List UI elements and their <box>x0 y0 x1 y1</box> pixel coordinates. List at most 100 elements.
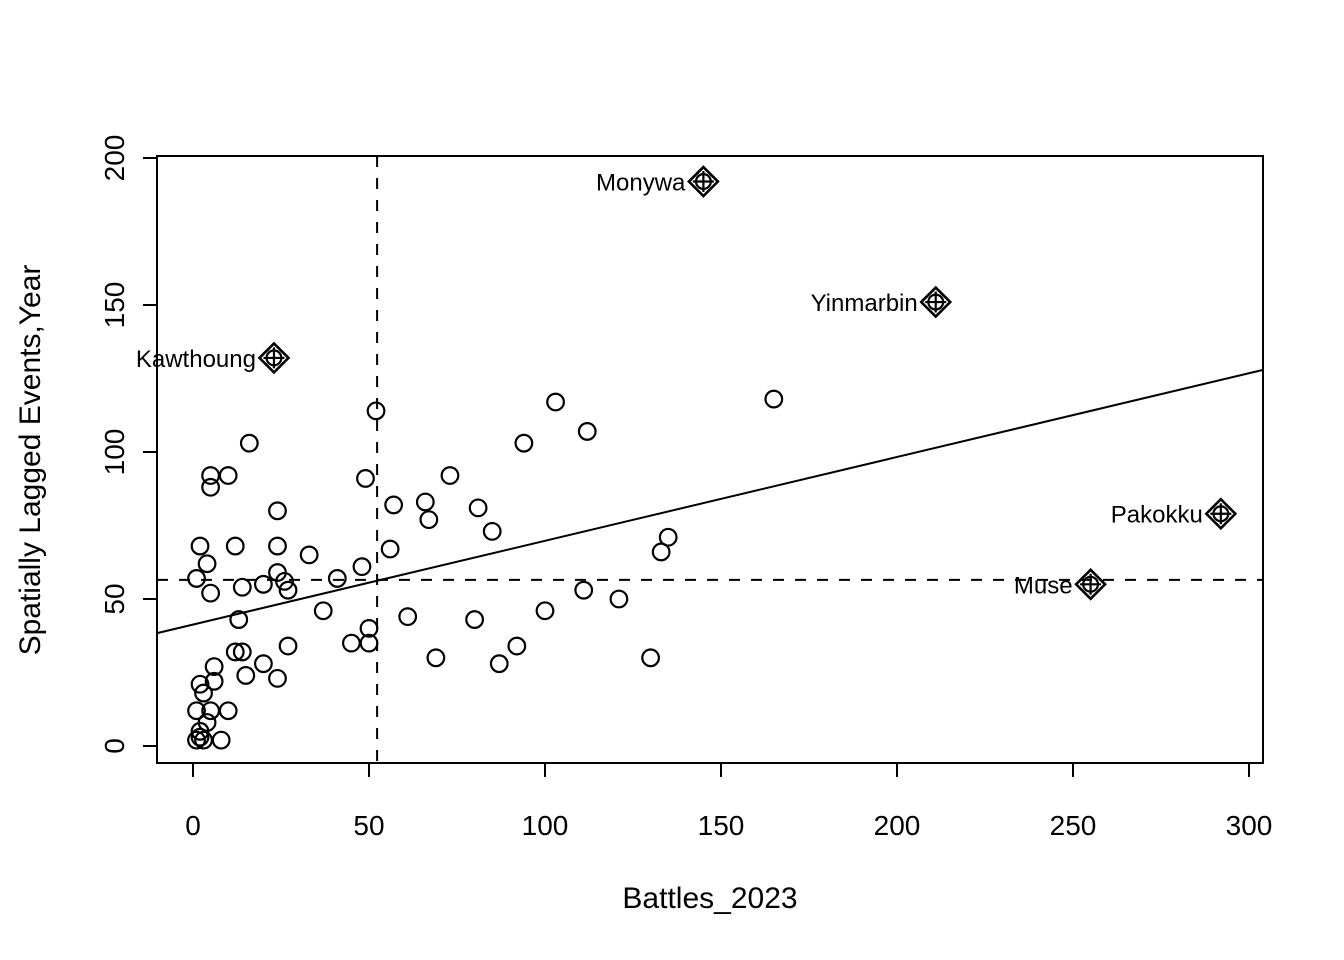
data-point <box>366 401 386 421</box>
data-point <box>225 642 245 662</box>
data-point <box>190 536 210 556</box>
data-point <box>278 636 298 656</box>
x-tick-label: 200 <box>874 810 921 841</box>
point-labels-layer: Monywa Yinmarbin Kawthoung Pakokku Muse <box>136 170 1203 600</box>
plot-border <box>156 155 1264 764</box>
influence-point-marker <box>919 285 953 319</box>
influence-point-marker <box>1204 497 1238 531</box>
data-point <box>398 607 418 627</box>
data-point <box>380 539 400 559</box>
data-point <box>253 654 273 674</box>
data-point <box>201 477 221 497</box>
influence-point-marker <box>687 165 720 198</box>
data-point <box>194 683 213 703</box>
data-point <box>641 648 660 668</box>
x-tick-label: 100 <box>522 810 569 841</box>
x-axis-title: Battles_2023 <box>622 882 797 915</box>
data-point <box>211 730 231 750</box>
influence-point-label: Muse <box>1014 572 1073 599</box>
data-point <box>419 510 439 530</box>
data-point <box>468 498 488 518</box>
data-point <box>190 727 210 747</box>
data-point <box>415 492 435 512</box>
x-tick-label: 0 <box>185 810 201 841</box>
plot-border-layer <box>156 155 1264 764</box>
influence-point-label: Monywa <box>596 170 686 197</box>
data-point <box>190 721 210 741</box>
data-point <box>268 501 287 521</box>
influence-point-label: Yinmarbin <box>811 290 918 317</box>
plus-icon <box>692 171 714 193</box>
y-axis-title: Spatially Lagged Events,Year <box>14 265 47 656</box>
x-tick-label: 150 <box>698 810 745 841</box>
data-point <box>278 580 298 600</box>
x-tick-label: 300 <box>1226 810 1273 841</box>
data-point <box>514 433 534 453</box>
data-point <box>440 466 460 485</box>
data-point <box>197 554 217 574</box>
data-point <box>225 536 245 556</box>
data-point <box>187 701 206 721</box>
influence-point-label: Pakokku <box>1111 502 1203 529</box>
influence-point-label: Kawthoung <box>136 346 256 373</box>
data-point <box>609 589 629 609</box>
data-point <box>239 433 259 453</box>
reference-lines-layer <box>156 156 1264 763</box>
data-point <box>465 610 485 629</box>
plus-icon <box>1080 573 1102 595</box>
data-point <box>201 583 221 603</box>
data-point <box>764 389 784 409</box>
data-point <box>187 569 206 588</box>
data-point <box>236 666 256 685</box>
data-point <box>658 527 678 547</box>
diamond-icon <box>257 341 291 375</box>
data-point <box>384 495 404 515</box>
data-point <box>204 657 224 677</box>
data-point <box>574 580 594 600</box>
data-point <box>327 569 347 588</box>
data-point <box>489 654 509 674</box>
data-point <box>546 392 565 412</box>
data-point <box>190 674 210 694</box>
diamond-icon <box>687 165 720 198</box>
x-tick-label: 50 <box>353 810 384 841</box>
plus-icon <box>925 291 947 313</box>
data-point <box>218 701 238 721</box>
data-point <box>299 545 319 565</box>
influence-markers-layer <box>257 165 1238 601</box>
data-point <box>342 633 361 653</box>
data-point <box>507 636 527 656</box>
y-tick-label: 200 <box>99 135 130 182</box>
axis-ticks-layer: 0 50 100 150 200 250 300 0 50 100 150 200 <box>99 135 1272 841</box>
data-point <box>232 642 252 662</box>
data-point <box>232 577 252 597</box>
data-point <box>535 601 555 621</box>
y-tick-label: 0 <box>99 738 130 754</box>
diamond-icon <box>1074 567 1107 601</box>
diamond-icon <box>919 285 953 319</box>
diamond-icon <box>1204 497 1238 531</box>
plus-icon <box>263 347 285 369</box>
data-point <box>426 648 446 668</box>
data-points-layer <box>187 389 784 750</box>
data-point <box>356 469 375 488</box>
regression-line <box>156 368 1264 635</box>
data-point <box>253 574 273 594</box>
influence-point-marker <box>1074 567 1107 601</box>
y-tick-label: 100 <box>99 429 130 476</box>
data-point <box>352 557 372 577</box>
data-point <box>187 730 206 750</box>
data-point <box>218 466 238 485</box>
data-point <box>359 633 379 653</box>
x-tick-label: 250 <box>1050 810 1097 841</box>
data-point <box>482 521 502 541</box>
data-point <box>651 542 671 562</box>
influence-point-marker <box>257 341 291 375</box>
data-point <box>313 601 333 621</box>
y-tick-label: 50 <box>99 583 130 614</box>
data-point <box>275 571 294 591</box>
data-point <box>229 610 249 629</box>
data-point <box>204 671 224 691</box>
